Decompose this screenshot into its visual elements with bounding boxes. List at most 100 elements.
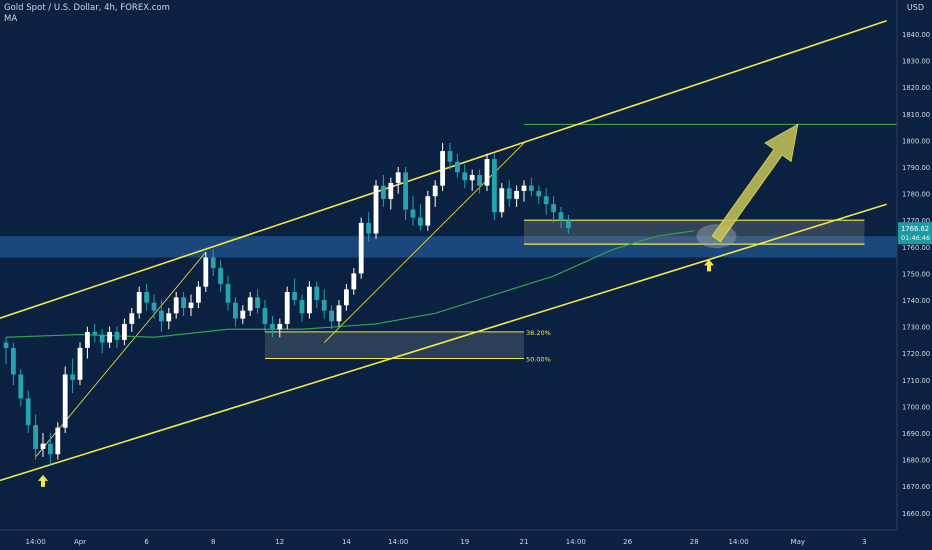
- candle-body: [492, 159, 497, 213]
- price-tick-label: 1760.00: [902, 244, 930, 252]
- price-tick-label: 1800.00: [902, 137, 930, 145]
- candle-body: [188, 302, 194, 308]
- candle-body: [484, 159, 490, 186]
- candle-body: [388, 182, 394, 199]
- price-tick-label: 1840.00: [902, 31, 930, 39]
- candle-body: [270, 323, 275, 330]
- last-price-box: [898, 222, 932, 245]
- symbol-title: Gold Spot / U.S. Dollar, 4h, FOREX.com: [4, 3, 170, 13]
- candle-body: [225, 284, 231, 303]
- candle-body: [514, 190, 519, 199]
- candle-body: [366, 222, 371, 234]
- price-tick-label: 1810.00: [902, 111, 930, 119]
- candle-body: [62, 374, 68, 428]
- candle-body: [173, 297, 179, 314]
- candle-body: [85, 331, 90, 348]
- candle-body: [381, 185, 386, 199]
- candle-body: [321, 300, 327, 311]
- candle-body: [3, 342, 9, 348]
- price-tick-label: 1830.00: [902, 58, 930, 66]
- candle-body: [33, 425, 38, 449]
- candle-body: [462, 172, 468, 181]
- candle-body: [292, 292, 297, 300]
- fib-box: [265, 331, 524, 359]
- candle-body: [373, 185, 379, 234]
- candle-body: [418, 217, 423, 226]
- price-tick-label: 1750.00: [902, 270, 930, 278]
- candle-body: [440, 151, 445, 186]
- currency-label: USD: [906, 3, 924, 12]
- price-tick-label: 1790.00: [902, 164, 930, 172]
- candle-body: [11, 347, 16, 375]
- candle-body: [136, 292, 142, 314]
- candle-body: [166, 313, 172, 322]
- candle-body: [329, 310, 334, 322]
- price-tick-label: 1660.00: [902, 510, 930, 518]
- candle-body: [307, 286, 312, 314]
- price-tick-label: 1770.00: [902, 217, 930, 225]
- candle-body: [18, 374, 24, 399]
- candle-body: [344, 289, 349, 306]
- price-tick-label: 1670.00: [902, 483, 930, 491]
- candle-body: [477, 174, 482, 186]
- candle-body: [566, 220, 571, 229]
- candle-body: [144, 292, 149, 303]
- time-tick-label: 8: [211, 538, 215, 546]
- candle-body: [395, 172, 401, 183]
- chart-legend: Gold Spot / U.S. Dollar, 4h, FOREX.com M…: [4, 3, 170, 25]
- candle-body: [277, 323, 283, 330]
- fib-trend-line: [323, 142, 525, 343]
- time-tick-label: Apr: [74, 538, 86, 546]
- time-tick-label: 14:00: [729, 538, 749, 546]
- candle-body: [240, 310, 246, 319]
- candle-body: [218, 268, 223, 285]
- support-zone: [0, 236, 897, 258]
- price-tick-label: 1720.00: [902, 350, 930, 358]
- candle-body: [469, 174, 475, 181]
- time-tick-label: May: [791, 538, 805, 546]
- moving-average-line: [5, 230, 695, 338]
- candle-body: [536, 190, 542, 197]
- time-tick-label: 6: [144, 538, 149, 546]
- candle-body: [181, 297, 186, 308]
- candle-body: [55, 427, 61, 455]
- candle-body: [92, 331, 98, 335]
- candle-body: [255, 297, 260, 308]
- candle-body: [107, 331, 112, 343]
- time-tick-label: 14:00: [388, 538, 408, 546]
- price-tick-label: 1730.00: [902, 324, 930, 332]
- price-tick-label: 1690.00: [902, 430, 930, 438]
- candle-body: [455, 161, 460, 173]
- candle-body: [48, 443, 53, 455]
- candle-body: [262, 307, 268, 324]
- projection-arrow: [711, 123, 799, 243]
- candle-body: [551, 204, 556, 213]
- candle-body: [284, 292, 290, 324]
- candle-body: [25, 398, 31, 426]
- time-tick-label: 14:00: [566, 538, 586, 546]
- time-tick-label: 28: [690, 538, 699, 546]
- candle-body: [233, 302, 238, 319]
- countdown-label: 01:46:46: [901, 234, 930, 242]
- candle-body: [40, 443, 46, 449]
- candle-body: [99, 334, 105, 343]
- fib-level-label: 50.00%: [526, 356, 551, 364]
- candle-body: [410, 209, 416, 218]
- candle-body: [543, 196, 549, 205]
- price-tick-label: 1780.00: [902, 191, 930, 199]
- candle-body: [529, 185, 534, 191]
- candle-body: [151, 302, 157, 311]
- price-tick-label: 1710.00: [902, 377, 930, 385]
- candle-body: [122, 323, 127, 340]
- candle-body: [77, 347, 83, 380]
- last-price-label: 1766.62: [901, 225, 929, 233]
- candle-body: [129, 313, 135, 324]
- candle-body: [196, 286, 201, 303]
- candle-body: [351, 273, 357, 290]
- candle-body: [447, 151, 453, 162]
- candle-body: [358, 222, 364, 274]
- candle-body: [558, 212, 564, 221]
- time-tick-label: 14: [342, 538, 351, 546]
